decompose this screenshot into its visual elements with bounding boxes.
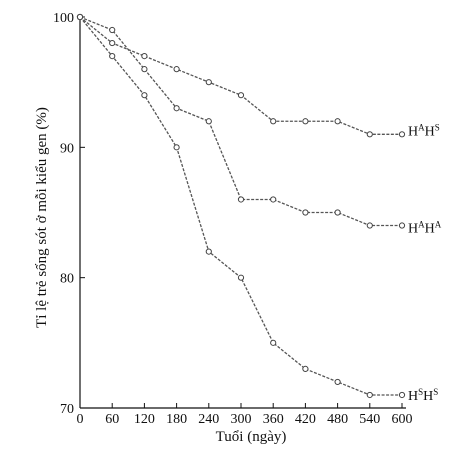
x-axis-title: Tuổi (ngày) [216,429,287,445]
series-1 [76,13,406,138]
x-tick-label: 60 [105,412,119,427]
series-labels: HAHS HAHA HSHS [408,122,442,404]
data-point [334,378,341,386]
x-tick-label: 360 [263,412,284,427]
data-point [302,209,309,216]
x-tick-label: 420 [295,412,316,427]
data-point [398,391,406,399]
data-point [237,92,245,99]
x-tick-label: 0 [77,412,84,427]
data-point [109,39,116,47]
x-tick-label: 600 [392,412,413,427]
data-point [141,66,148,73]
series-3 [76,13,406,399]
data-point [205,79,212,86]
series-label: HSHS [408,387,438,404]
data-point [173,105,180,112]
data-point [173,144,180,151]
data-point [237,274,245,281]
y-axis-title: Tỉ lệ trẻ sống sót ở mỗi kiểu gen (%) [34,107,50,328]
y-tick-label: 90 [60,141,74,156]
x-tick-label: 180 [166,412,187,427]
data-point [302,118,309,125]
data-point [398,131,406,138]
data-point [270,196,277,203]
series-label: HAHS [408,122,440,139]
data-point [205,248,212,255]
series-label: HAHA [408,220,442,237]
data-point [141,53,148,60]
data-point [366,131,373,138]
data-point [205,118,212,125]
y-tick-label: 100 [53,11,74,26]
y-tick-label: 70 [60,402,74,417]
data-point [76,13,84,21]
data-point [173,66,180,73]
x-tick-label: 120 [134,412,155,427]
data-point [109,26,116,34]
series-line [79,16,402,135]
series-group [76,13,406,399]
data-point [366,391,373,399]
data-point [334,209,341,216]
data-point [270,118,277,125]
series-line [79,16,402,396]
data-point [141,92,148,99]
series-2 [76,13,406,229]
data-point [398,222,406,229]
axes [79,15,406,409]
x-tick-label: 240 [198,412,219,427]
x-tick-label: 540 [359,412,380,427]
series-line [79,16,402,227]
data-point [237,196,245,203]
ticks: 0 60 120 180 240 300 360 420 480 540 600 70 80 90 100 [53,11,413,427]
data-point [334,118,341,125]
data-point [302,365,309,372]
y-tick-label: 80 [60,272,74,287]
data-point [366,222,373,229]
data-point [109,53,116,60]
data-point [270,339,277,346]
x-tick-label: 480 [327,412,348,427]
x-tick-label: 300 [231,412,252,427]
